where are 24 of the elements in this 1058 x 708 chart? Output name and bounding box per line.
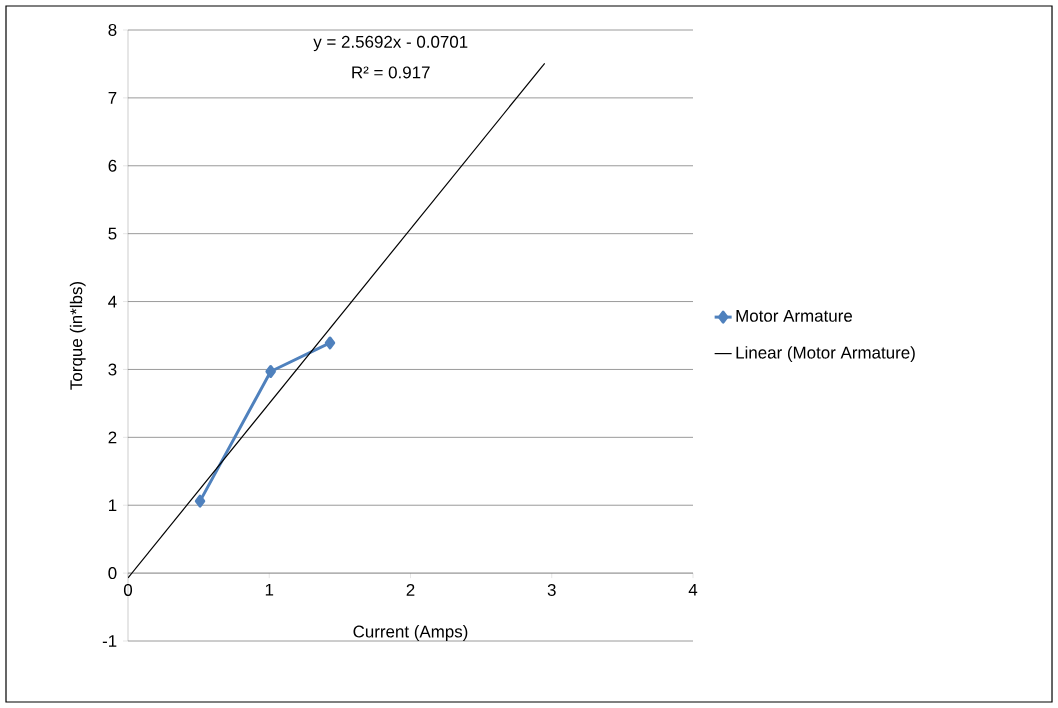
annotation: y = 2.5692x - 0.0701 <box>313 35 468 52</box>
y-tick-label: 2 <box>108 431 117 444</box>
y-axis-title: Torque (in*lbs) <box>69 281 86 390</box>
annotation: R² = 0.917 <box>352 66 430 79</box>
x-tick-label: 1 <box>265 583 274 596</box>
y-tick-label: 0 <box>108 567 117 580</box>
y-tick-label: 7 <box>108 92 117 104</box>
legend-label: Linear (Motor Armature) <box>736 346 915 362</box>
x-tick-label: 2 <box>406 583 415 596</box>
point <box>265 364 276 378</box>
y-tick-label: 1 <box>109 499 117 512</box>
y-tick-label: 6 <box>108 159 117 172</box>
y-tick-label: 8 <box>108 24 117 36</box>
x-tick-label: 4 <box>688 583 698 596</box>
point <box>324 336 336 350</box>
y-tick-label: 4 <box>108 295 117 308</box>
x-tick-label: 0 <box>123 583 133 596</box>
x-tick-label: 3 <box>547 583 556 596</box>
x-axis-title: Current (Amps) <box>353 625 468 641</box>
y-tick-label: 3 <box>108 363 117 376</box>
y-tick-label: 5 <box>108 227 117 240</box>
point <box>194 494 206 508</box>
y-tick-label: -1 <box>102 635 117 647</box>
legend-label: Motor Armature <box>736 310 853 322</box>
